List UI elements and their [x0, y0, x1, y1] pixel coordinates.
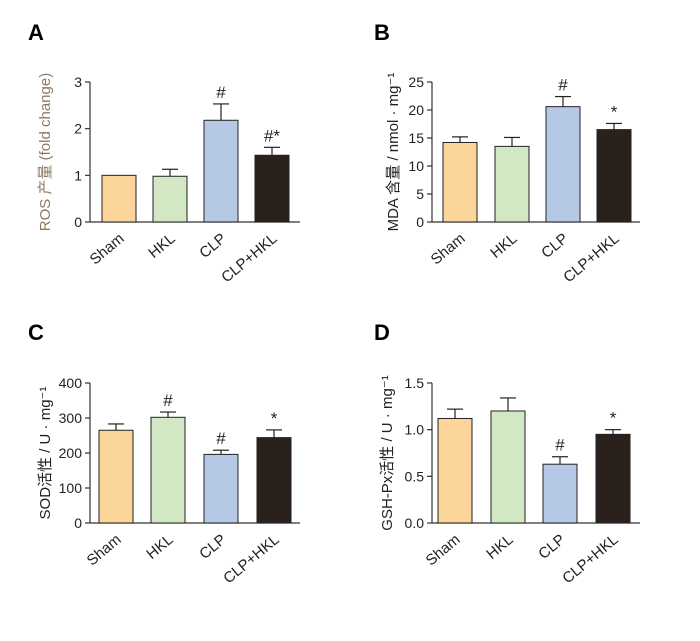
- panel-c: C 0 100 200 300 400 SOD活性 / U · mg⁻¹ Sham # HKL # C…: [28, 320, 300, 587]
- significance-mark: #: [558, 76, 568, 95]
- y-tick-label: 200: [59, 445, 83, 461]
- bar-sham: [437, 417, 473, 524]
- significance-mark: #: [555, 436, 565, 455]
- bar-clp-hkl: [596, 129, 632, 223]
- bar-sham: [98, 429, 134, 524]
- bar-clp: [542, 463, 578, 524]
- x-tick-label: HKL: [487, 230, 520, 262]
- x-tick-label: HKL: [483, 531, 516, 563]
- bar-clp: [203, 453, 239, 524]
- y-tick-label: 25: [408, 74, 424, 90]
- y-tick-label: 5: [416, 186, 424, 202]
- y-tick-label: 3: [74, 74, 82, 90]
- bar-hkl: [494, 145, 530, 223]
- y-tick-label: 15: [408, 130, 424, 146]
- bar-hkl: [150, 416, 186, 524]
- significance-mark: *: [271, 409, 278, 428]
- y-tick-label: 1.0: [405, 422, 425, 438]
- y-tick-label: 0: [74, 515, 82, 531]
- y-tick-label: 10: [408, 158, 424, 174]
- y-tick-label: 0.5: [405, 468, 425, 484]
- panel-b: B 0 5 10 15 20 25 MDA 含量 / nmol · mg⁻¹ Sham HKL # C…: [374, 20, 640, 286]
- bar-clp-hkl: [254, 154, 290, 223]
- x-tick-label: Sham: [84, 531, 125, 569]
- x-tick-label: CLP+HKL: [559, 531, 621, 587]
- y-axis-label: SOD活性 / U · mg⁻¹: [37, 387, 54, 520]
- y-tick-label: 0.0: [405, 515, 425, 531]
- significance-mark: *: [610, 409, 617, 428]
- x-tick-label: Sham: [87, 230, 128, 268]
- y-tick-label: 20: [408, 102, 424, 118]
- bar-clp: [545, 106, 581, 223]
- bar-clp: [203, 119, 239, 223]
- y-tick-label: 1: [74, 167, 82, 183]
- y-axis-label: GSH-Px活性 / U · mg⁻¹: [379, 375, 396, 530]
- y-tick-label: 400: [59, 375, 83, 391]
- panel-d: D 0.0 0.5 1.0 1.5 GSH-Px活性 / U · mg⁻¹ Sham HKL #…: [374, 320, 640, 587]
- significance-mark: #*: [264, 126, 280, 145]
- y-tick-label: 2: [74, 121, 82, 137]
- panel-letter: D: [374, 320, 390, 345]
- x-tick-label: Sham: [428, 230, 469, 268]
- bar-hkl: [490, 410, 526, 524]
- x-tick-label: Sham: [423, 531, 464, 569]
- significance-mark: #: [163, 391, 173, 410]
- panel-a: A 0 1 2 3 ROS 产量 (fold change) Sham HKL # CLP #* CL…: [28, 20, 300, 286]
- x-tick-label: CLP: [535, 531, 568, 563]
- bar-hkl: [152, 175, 188, 223]
- significance-mark: #: [216, 429, 226, 448]
- panel-letter: B: [374, 20, 390, 45]
- x-tick-label: HKL: [143, 531, 176, 563]
- y-tick-label: 100: [59, 480, 83, 496]
- x-tick-label: CLP: [196, 531, 229, 563]
- y-axis-label: ROS 产量 (fold change): [37, 73, 54, 231]
- bar-clp-hkl: [595, 433, 631, 524]
- x-tick-label: CLP+HKL: [560, 230, 622, 286]
- x-tick-label: CLP: [538, 230, 571, 262]
- y-axis-label: MDA 含量 / nmol · mg⁻¹: [385, 73, 402, 232]
- bar-clp-hkl: [256, 437, 292, 524]
- significance-mark: #: [216, 83, 226, 102]
- x-tick-label: HKL: [145, 230, 178, 262]
- y-tick-label: 0: [416, 214, 424, 230]
- y-tick-label: 1.5: [405, 375, 425, 391]
- y-tick-label: 0: [74, 214, 82, 230]
- bar-sham: [101, 174, 137, 223]
- x-tick-label: CLP: [196, 230, 229, 262]
- panel-letter: C: [28, 320, 44, 345]
- x-tick-label: CLP+HKL: [220, 531, 282, 587]
- panel-letter: A: [28, 20, 44, 45]
- y-tick-label: 300: [59, 410, 83, 426]
- significance-mark: *: [611, 102, 618, 121]
- x-tick-label: CLP+HKL: [218, 230, 280, 286]
- bar-sham: [442, 141, 478, 223]
